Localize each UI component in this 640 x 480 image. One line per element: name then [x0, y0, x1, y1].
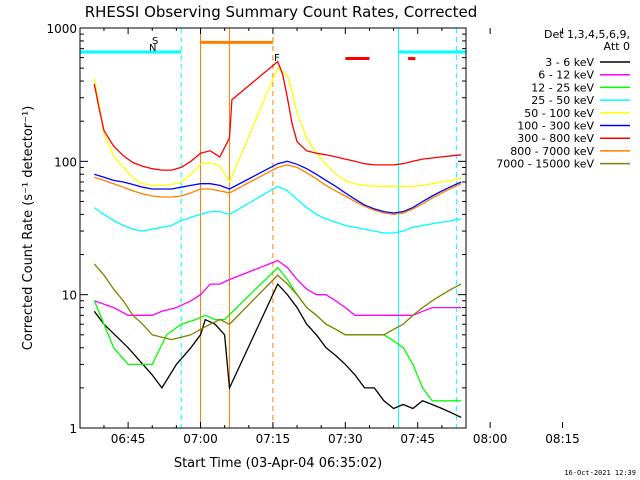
x-tick-label-06-45: 06:45	[111, 432, 146, 446]
legend-label-6-12-kev: 6 - 12 keV	[538, 69, 594, 82]
series-800-7000-kev	[94, 164, 462, 216]
legend-label-7000-15000-kev: 7000 - 15000 keV	[496, 158, 594, 171]
series-300-800-kev	[93, 60, 462, 171]
legend-label-25-50-kev: 25 - 50 keV	[531, 94, 594, 107]
series-100-300-kev	[94, 160, 462, 214]
legend-label-12-25-kev: 12 - 25 keV	[531, 81, 594, 94]
series-3-6-kev	[93, 282, 462, 418]
legend-label-50-100-kev: 50 - 100 keV	[524, 107, 594, 120]
legend-title: Det 1,3,4,5,6,9,	[544, 28, 630, 41]
y-ticks: 1 10 100 1000	[46, 22, 466, 436]
series-layer	[93, 60, 462, 418]
y-axis-label: Corrected Count Rate (s⁻¹ detector⁻¹)	[21, 106, 36, 351]
x-axis-label: Start Time (03-Apr-04 06:35:02)	[174, 456, 382, 471]
flag-flare: F	[274, 53, 280, 64]
series-25-50-kev	[93, 185, 462, 234]
x-tick-label-08-00: 08:00	[473, 432, 508, 446]
y-tick-label-10: 10	[62, 289, 77, 303]
y-tick-label-1000: 1000	[46, 22, 77, 36]
y-tick-label-1: 1	[69, 422, 77, 436]
state-bars	[79, 40, 466, 61]
legend-label-800-7000-kev: 800 - 7000 keV	[510, 145, 594, 158]
flag-night: N	[149, 43, 156, 54]
x-tick-label-07-00: 07:00	[183, 432, 218, 446]
legend-label-3-6-kev: 3 - 6 keV	[545, 56, 594, 69]
x-tick-label-07-45: 07:45	[400, 432, 435, 446]
legend-label-100-300-kev: 100 - 300 keV	[517, 120, 594, 133]
chart-title: RHESSI Observing Summary Count Rates, Co…	[85, 3, 478, 21]
x-ticks: 06:45 07:00 07:15 07:30 07:45 08:00 08:15	[103, 28, 580, 446]
series-6-12-kev	[94, 259, 462, 316]
x-tick-label-07-30: 07:30	[328, 432, 363, 446]
series-50-100-kev	[93, 67, 462, 187]
x-tick-label-08-15: 08:15	[545, 432, 580, 446]
series-7000-15000-kev	[93, 263, 462, 341]
state-boundary-lines	[80, 28, 457, 428]
legend-subtitle: Att 0	[604, 40, 630, 53]
legend-label-300-800-kev: 300 - 800 keV	[517, 132, 594, 145]
x-tick-label-07-15: 07:15	[256, 432, 291, 446]
y-tick-label-100: 100	[54, 155, 77, 169]
footer-timestamp: 16-Oct-2021 12:39	[564, 469, 636, 477]
flag-saa: S	[152, 36, 158, 47]
